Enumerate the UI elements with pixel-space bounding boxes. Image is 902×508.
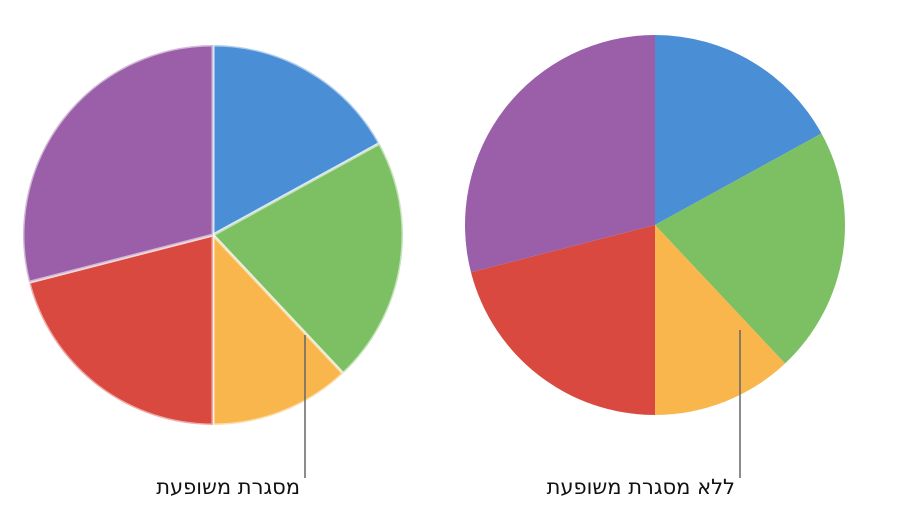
pie-slice	[211, 233, 345, 427]
pie-slice	[655, 35, 822, 225]
pie-slice	[27, 233, 215, 427]
pie	[465, 35, 846, 415]
pie	[21, 43, 405, 427]
pie-slice	[655, 133, 846, 364]
pie-slice	[655, 225, 786, 415]
pie-slice	[470, 225, 655, 415]
pie-slice	[211, 43, 381, 237]
annotation: מסגרת משופעת	[156, 475, 300, 499]
pie-slice	[21, 43, 215, 284]
annotation: ללא מסגרת משופעת	[547, 475, 735, 499]
pie-slice	[465, 35, 655, 273]
pie-slice	[211, 141, 405, 376]
